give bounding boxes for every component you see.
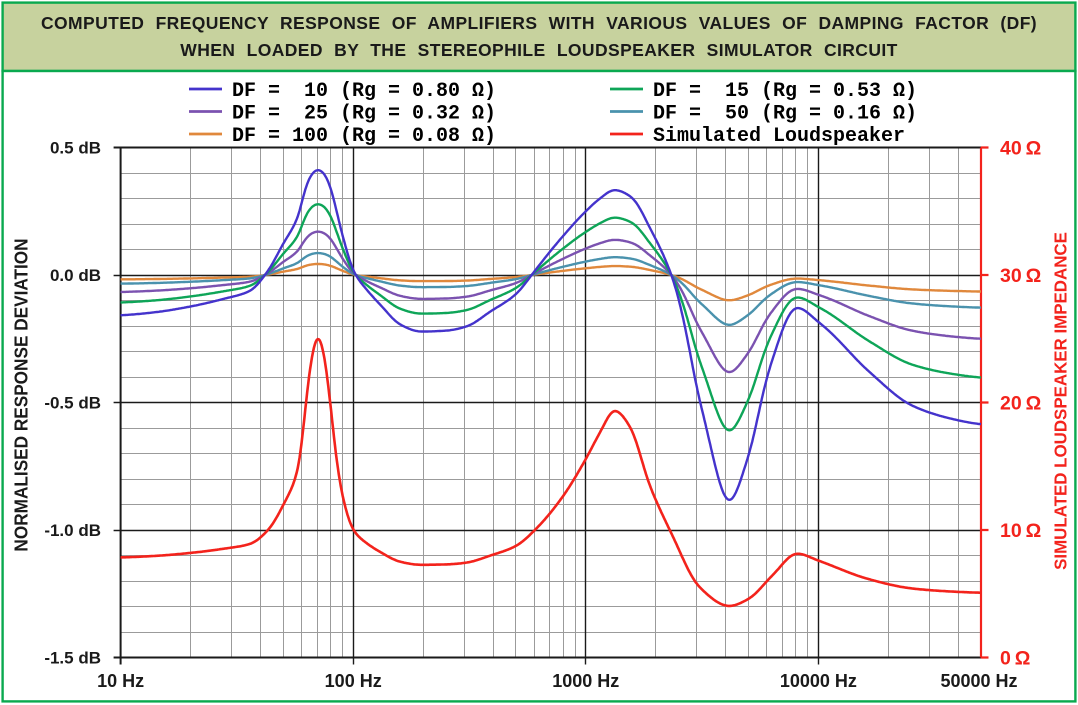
svg-text:0.0 dB: 0.0 dB [50,266,101,285]
svg-text:1000 Hz: 1000 Hz [552,671,619,691]
svg-text:NORMALISED RESPONSE DEVIATION: NORMALISED RESPONSE DEVIATION [11,238,32,551]
svg-text:DF = 15 (Rg = 0.53 Ω): DF = 15 (Rg = 0.53 Ω) [653,80,917,103]
svg-text:10000 Hz: 10000 Hz [780,671,857,691]
svg-text:COMPUTED FREQUENCY RESPONSE OF: COMPUTED FREQUENCY RESPONSE OF AMPLIFIER… [41,13,1037,33]
svg-text:WHEN LOADED BY THE STEREOPHILE: WHEN LOADED BY THE STEREOPHILE LOUDSPEAK… [180,40,897,60]
svg-text:100 Hz: 100 Hz [325,671,382,691]
svg-text:50000 Hz: 50000 Hz [940,671,1017,691]
svg-text:20 Ω: 20 Ω [1000,393,1041,415]
svg-text:-1.5 dB: -1.5 dB [44,649,101,668]
svg-text:-0.5 dB: -0.5 dB [44,394,101,413]
svg-text:0 Ω: 0 Ω [1000,648,1030,670]
svg-text:SIMULATED LOUDSPEAKER IMPEDANC: SIMULATED LOUDSPEAKER IMPEDANCE [1050,232,1071,570]
svg-text:10 Ω: 10 Ω [1000,520,1041,542]
svg-text:0.5 dB: 0.5 dB [50,139,101,158]
svg-text:30 Ω: 30 Ω [1000,265,1041,287]
svg-text:DF = 100 (Rg = 0.08 Ω): DF = 100 (Rg = 0.08 Ω) [232,125,496,148]
svg-text:10 Hz: 10 Hz [97,671,144,691]
svg-text:-1.0 dB: -1.0 dB [44,521,101,540]
svg-text:DF = 50 (Rg = 0.16 Ω): DF = 50 (Rg = 0.16 Ω) [653,103,917,126]
svg-text:Simulated Loudspeaker: Simulated Loudspeaker [653,125,905,148]
svg-text:40 Ω: 40 Ω [1000,138,1041,160]
svg-text:DF = 10 (Rg = 0.80 Ω): DF = 10 (Rg = 0.80 Ω) [232,80,496,103]
svg-text:DF = 25 (Rg = 0.32 Ω): DF = 25 (Rg = 0.32 Ω) [232,103,496,126]
